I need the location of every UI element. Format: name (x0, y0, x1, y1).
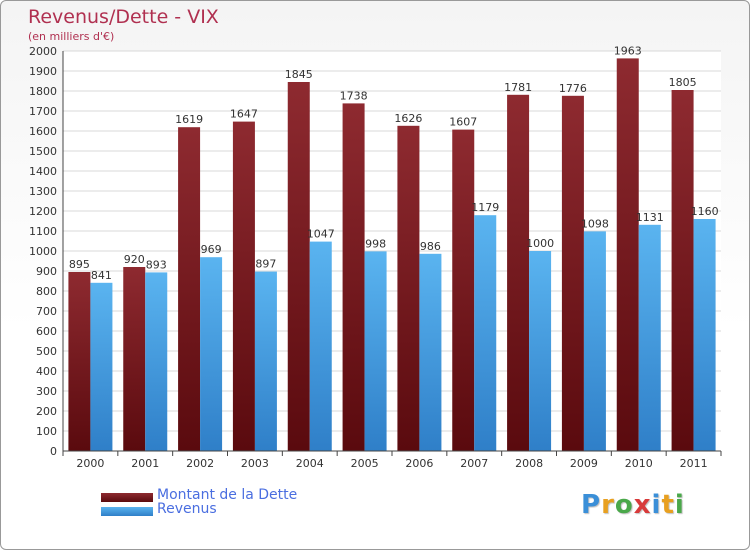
y-tick-label: 700 (36, 305, 57, 318)
legend-swatch-revenue (101, 507, 153, 516)
logo-letter: P (581, 490, 602, 520)
data-label-revenue: 841 (91, 269, 112, 282)
data-label-debt: 1776 (559, 82, 587, 95)
data-label-debt: 920 (124, 253, 145, 266)
data-label-debt: 1963 (614, 44, 642, 57)
bar-debt (178, 127, 201, 451)
y-tick-label: 1600 (29, 125, 57, 138)
y-tick-label: 400 (36, 365, 57, 378)
y-tick-label: 900 (36, 265, 57, 278)
logo-letter: i (651, 490, 662, 520)
data-label-debt: 1845 (285, 68, 313, 81)
bar-revenue (693, 219, 716, 451)
bar-debt (671, 90, 694, 451)
y-tick-label: 100 (36, 425, 57, 438)
bar-debt (452, 129, 475, 451)
data-label-revenue: 897 (255, 258, 276, 271)
bar-debt (287, 82, 310, 451)
x-tick-label: 2002 (186, 457, 214, 470)
x-tick-label: 2007 (460, 457, 488, 470)
x-tick-label: 2003 (241, 457, 269, 470)
legend-label-revenue: Revenus (157, 501, 217, 517)
bar-revenue (200, 257, 223, 451)
y-tick-label: 800 (36, 285, 57, 298)
logo-letter: x (633, 490, 652, 520)
y-tick-label: 300 (36, 385, 57, 398)
logo-letter: i (674, 490, 685, 520)
data-label-revenue: 1047 (307, 228, 335, 241)
y-tick-label: 500 (36, 345, 57, 358)
data-label-debt: 1805 (669, 76, 697, 89)
y-tick-label: 1800 (29, 85, 57, 98)
bar-revenue (364, 251, 387, 451)
x-tick-label: 2001 (131, 457, 159, 470)
bar-debt (507, 94, 530, 452)
y-tick-label: 1400 (29, 165, 57, 178)
bar-revenue (419, 253, 442, 451)
x-tick-label: 2009 (570, 457, 598, 470)
bar-revenue (309, 241, 332, 451)
bar-debt (123, 267, 146, 451)
x-tick-label: 2005 (351, 457, 379, 470)
y-tick-label: 200 (36, 405, 57, 418)
data-label-revenue: 1098 (581, 217, 609, 230)
data-label-revenue: 986 (420, 240, 441, 253)
legend-swatch-debt (101, 493, 153, 502)
y-tick-label: 1100 (29, 225, 57, 238)
data-label-debt: 1626 (394, 112, 422, 125)
legend-label-debt: Montant de la Dette (157, 487, 298, 503)
y-tick-label: 1900 (29, 65, 57, 78)
data-label-revenue: 969 (201, 243, 222, 256)
x-tick-label: 2010 (625, 457, 653, 470)
x-tick-label: 2011 (680, 457, 708, 470)
data-label-revenue: 1000 (526, 237, 554, 250)
y-tick-label: 1300 (29, 185, 57, 198)
y-tick-label: 1500 (29, 145, 57, 158)
bar-revenue (254, 271, 277, 451)
data-label-revenue: 1160 (691, 205, 719, 218)
bar-debt (68, 272, 91, 451)
bar-revenue (583, 231, 606, 451)
bar-revenue (529, 251, 552, 451)
data-label-debt: 1607 (449, 116, 477, 129)
bar-debt (342, 103, 365, 452)
proxiti-logo: Proxiti (581, 490, 685, 520)
y-tick-label: 1200 (29, 205, 57, 218)
y-tick-label: 2000 (29, 45, 57, 58)
x-tick-label: 2000 (76, 457, 104, 470)
y-tick-label: 600 (36, 325, 57, 338)
data-label-debt: 1619 (175, 113, 203, 126)
x-tick-label: 2008 (515, 457, 543, 470)
data-label-revenue: 1131 (636, 211, 664, 224)
bar-revenue (638, 224, 661, 451)
bar-debt (561, 95, 584, 452)
data-label-revenue: 893 (146, 258, 167, 271)
data-label-revenue: 1179 (471, 201, 499, 214)
logo-letter: o (614, 490, 634, 520)
y-tick-label: 1700 (29, 105, 57, 118)
bar-revenue (145, 272, 168, 451)
data-label-debt: 1647 (230, 108, 258, 121)
x-tick-label: 2006 (405, 457, 433, 470)
y-tick-label: 1000 (29, 245, 57, 258)
bar-debt (397, 125, 420, 452)
bar-debt (616, 58, 639, 452)
data-label-debt: 895 (69, 258, 90, 271)
bar-debt (232, 121, 255, 451)
data-label-debt: 1738 (340, 89, 368, 102)
data-label-revenue: 998 (365, 237, 386, 250)
y-tick-label: 0 (50, 445, 57, 458)
x-tick-label: 2004 (296, 457, 324, 470)
bar-revenue (90, 282, 113, 451)
logo-letter: r (601, 490, 615, 520)
chart-subtitle: (en milliers d'€) (28, 30, 115, 43)
data-label-debt: 1781 (504, 81, 532, 94)
chart-title: Revenus/Dette - VIX (28, 6, 219, 28)
bar-revenue (474, 215, 497, 451)
logo-letter: t (661, 490, 675, 520)
